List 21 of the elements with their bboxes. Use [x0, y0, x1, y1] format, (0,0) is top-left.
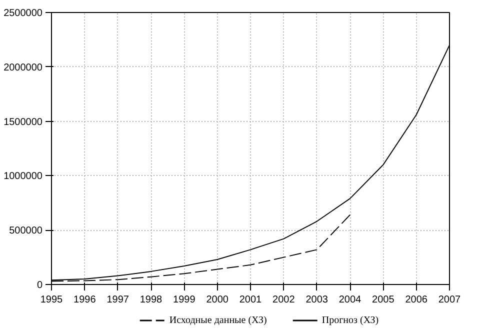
x-tick-label: 2001 — [239, 294, 262, 306]
x-tick-label: 1997 — [106, 294, 130, 306]
y-tick-label: 2000000 — [4, 62, 43, 74]
x-tick-label: 1996 — [74, 294, 96, 306]
x-tick-label: 2000 — [206, 294, 229, 306]
x-tick-label: 2002 — [272, 294, 296, 306]
y-tick-label: 0 — [36, 280, 43, 291]
x-tick-label: 1999 — [173, 294, 196, 306]
x-tick-label: 2005 — [372, 294, 395, 306]
x-tick-label: 2004 — [338, 294, 362, 306]
x-tick-label: 2006 — [405, 294, 428, 306]
y-tick-label: 2500000 — [4, 8, 43, 19]
y-tick-label: 500000 — [9, 226, 43, 237]
x-tick-label: 2007 — [438, 294, 462, 306]
y-tick-label: 1500000 — [4, 116, 43, 128]
legend-label: Исходные данные (ХЗ) — [169, 314, 267, 326]
x-tick-label: 1998 — [140, 294, 163, 306]
x-tick-label: 1995 — [40, 294, 64, 306]
legend-label: Прогноз (ХЗ) — [322, 314, 379, 326]
x-tick-label: 2003 — [306, 294, 328, 306]
y-tick-label: 1000000 — [4, 171, 43, 182]
